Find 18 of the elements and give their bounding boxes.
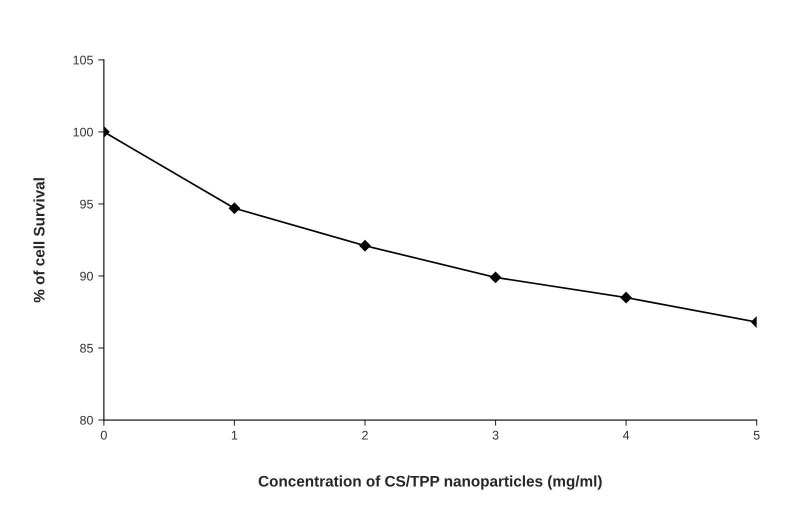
y-tick-label: 95: [80, 200, 93, 209]
x-tick-label: 0: [100, 430, 107, 440]
point: [359, 240, 371, 252]
point: [490, 272, 502, 284]
y-tick-label: 90: [80, 272, 93, 281]
y-tick-label: 85: [80, 344, 93, 353]
x-tick-label: 1: [232, 430, 238, 440]
x-axis-title: Concentration of CS/TPP nanoparticles (mg/ml): [258, 475, 602, 490]
point: [620, 292, 632, 304]
x-tick-label: 4: [622, 430, 630, 440]
y-tick-label: 80: [80, 416, 93, 425]
x-tick-label: 3: [492, 430, 498, 440]
y-axis-title: % of cell Survival: [33, 178, 45, 302]
x-tick-label: 5: [754, 430, 760, 440]
x-tick-label: 2: [362, 430, 368, 440]
point: [228, 202, 240, 214]
y-tick-label: 100: [74, 128, 93, 137]
y-tick-label: 105: [74, 56, 93, 65]
